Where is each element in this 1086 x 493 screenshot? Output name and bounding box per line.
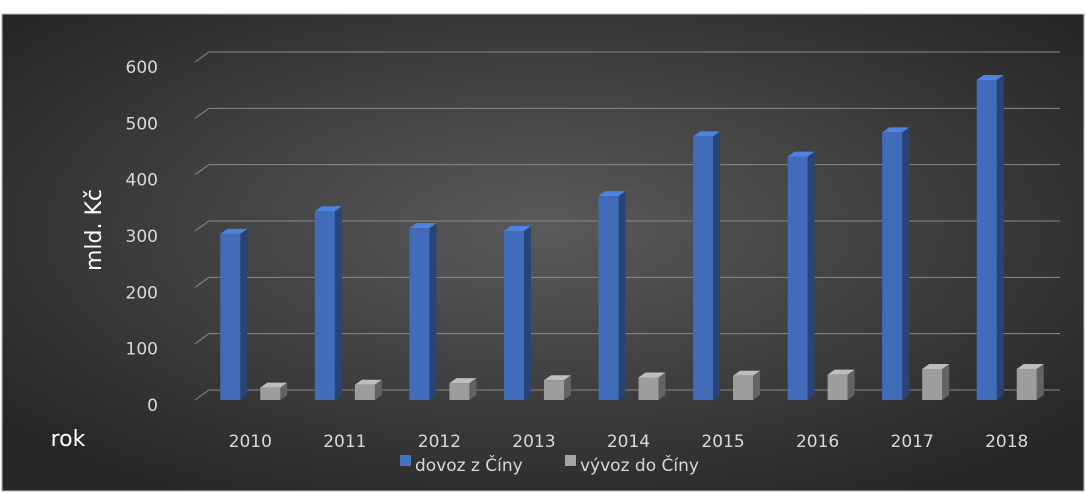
grid-line bbox=[194, 107, 1060, 119]
bar-top bbox=[827, 369, 855, 375]
bar-top bbox=[1016, 364, 1044, 370]
x-tick-label: 2010 bbox=[229, 432, 272, 452]
bar-top bbox=[638, 372, 666, 378]
y-tick-label: 200 bbox=[126, 283, 158, 303]
bar-side bbox=[847, 369, 855, 400]
bar-top bbox=[976, 75, 1004, 81]
bar-top bbox=[503, 226, 531, 231]
bar-side bbox=[658, 372, 666, 400]
bar bbox=[976, 80, 997, 400]
bar bbox=[220, 233, 241, 400]
grid-line bbox=[194, 220, 1060, 232]
bar bbox=[543, 380, 564, 400]
y-tick-label: 0 bbox=[147, 396, 158, 416]
y-axis-label: mld. Kč bbox=[82, 189, 107, 271]
y-tick-label: 500 bbox=[126, 114, 158, 134]
bar-side bbox=[902, 127, 910, 401]
bar-side bbox=[942, 364, 950, 400]
bar-side bbox=[713, 131, 721, 401]
bar bbox=[787, 156, 808, 400]
bar-side bbox=[469, 378, 477, 400]
bar bbox=[449, 383, 470, 400]
x-tick-label: 2012 bbox=[418, 432, 461, 452]
bar bbox=[409, 228, 430, 400]
y-tick-label: 400 bbox=[126, 171, 158, 191]
bar bbox=[260, 387, 281, 400]
x-tick-label: 2017 bbox=[891, 432, 934, 452]
bar bbox=[733, 375, 754, 400]
legend-label: dovoz z Číny bbox=[415, 454, 523, 476]
x-tick-label: 2011 bbox=[323, 432, 366, 452]
legend-swatch bbox=[565, 455, 576, 466]
bar-side bbox=[563, 375, 571, 400]
bar-top bbox=[314, 206, 342, 212]
bar bbox=[693, 136, 714, 401]
bar-top bbox=[354, 379, 382, 385]
bar-side bbox=[280, 382, 288, 400]
bar bbox=[638, 377, 659, 400]
bar-side bbox=[523, 226, 531, 400]
bar bbox=[314, 211, 335, 400]
x-tick-label: 2016 bbox=[796, 432, 839, 452]
grid-line bbox=[194, 389, 1060, 401]
bar bbox=[882, 132, 903, 400]
bar-top bbox=[693, 131, 721, 137]
bar-top bbox=[449, 378, 477, 384]
bar-side bbox=[334, 206, 342, 400]
x-tick-label: 2018 bbox=[985, 432, 1028, 452]
bar bbox=[354, 384, 375, 400]
grid-line bbox=[194, 51, 1060, 63]
bar bbox=[827, 374, 848, 400]
bar-side bbox=[240, 228, 248, 400]
bar bbox=[598, 196, 619, 400]
x-tick-label: 2013 bbox=[512, 432, 555, 452]
bar-top bbox=[543, 375, 571, 381]
y-tick-label: 600 bbox=[126, 58, 158, 78]
grid-line bbox=[194, 164, 1060, 176]
bar-top bbox=[220, 228, 248, 234]
bar-top bbox=[598, 191, 626, 197]
bar-side bbox=[753, 370, 761, 400]
bar-side bbox=[618, 191, 626, 400]
bar-side bbox=[429, 223, 437, 400]
grid-line bbox=[194, 333, 1060, 345]
bar-side bbox=[374, 379, 382, 400]
bar-top bbox=[882, 127, 910, 133]
bar-top bbox=[733, 370, 761, 376]
bar-side bbox=[996, 75, 1004, 400]
y-tick-label: 300 bbox=[126, 227, 158, 247]
bar bbox=[503, 231, 524, 400]
bar-top bbox=[922, 364, 950, 370]
bar-top bbox=[787, 151, 815, 157]
bar bbox=[1016, 369, 1037, 400]
y-tick-label: 100 bbox=[126, 340, 158, 360]
x-tick-label: 2015 bbox=[701, 432, 744, 452]
bar bbox=[922, 369, 943, 400]
chart-background bbox=[1, 13, 1085, 492]
legend-label: vývoz do Číny bbox=[580, 454, 699, 476]
bar-side bbox=[807, 151, 815, 400]
grid-line bbox=[194, 276, 1060, 288]
bar-top bbox=[409, 223, 437, 229]
bar-top bbox=[260, 382, 288, 388]
bar-side bbox=[1036, 364, 1044, 400]
x-axis-label: rok bbox=[51, 427, 86, 452]
legend-swatch bbox=[400, 455, 411, 466]
x-tick-label: 2014 bbox=[607, 432, 650, 452]
